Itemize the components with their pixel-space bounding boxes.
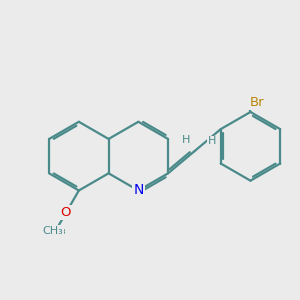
Text: CH₃: CH₃ bbox=[43, 226, 64, 236]
Text: CH₃: CH₃ bbox=[45, 226, 66, 236]
Text: N: N bbox=[133, 184, 143, 197]
Text: H: H bbox=[208, 136, 216, 146]
Text: Br: Br bbox=[249, 96, 264, 109]
Text: H: H bbox=[182, 135, 190, 145]
Text: O: O bbox=[61, 206, 71, 219]
